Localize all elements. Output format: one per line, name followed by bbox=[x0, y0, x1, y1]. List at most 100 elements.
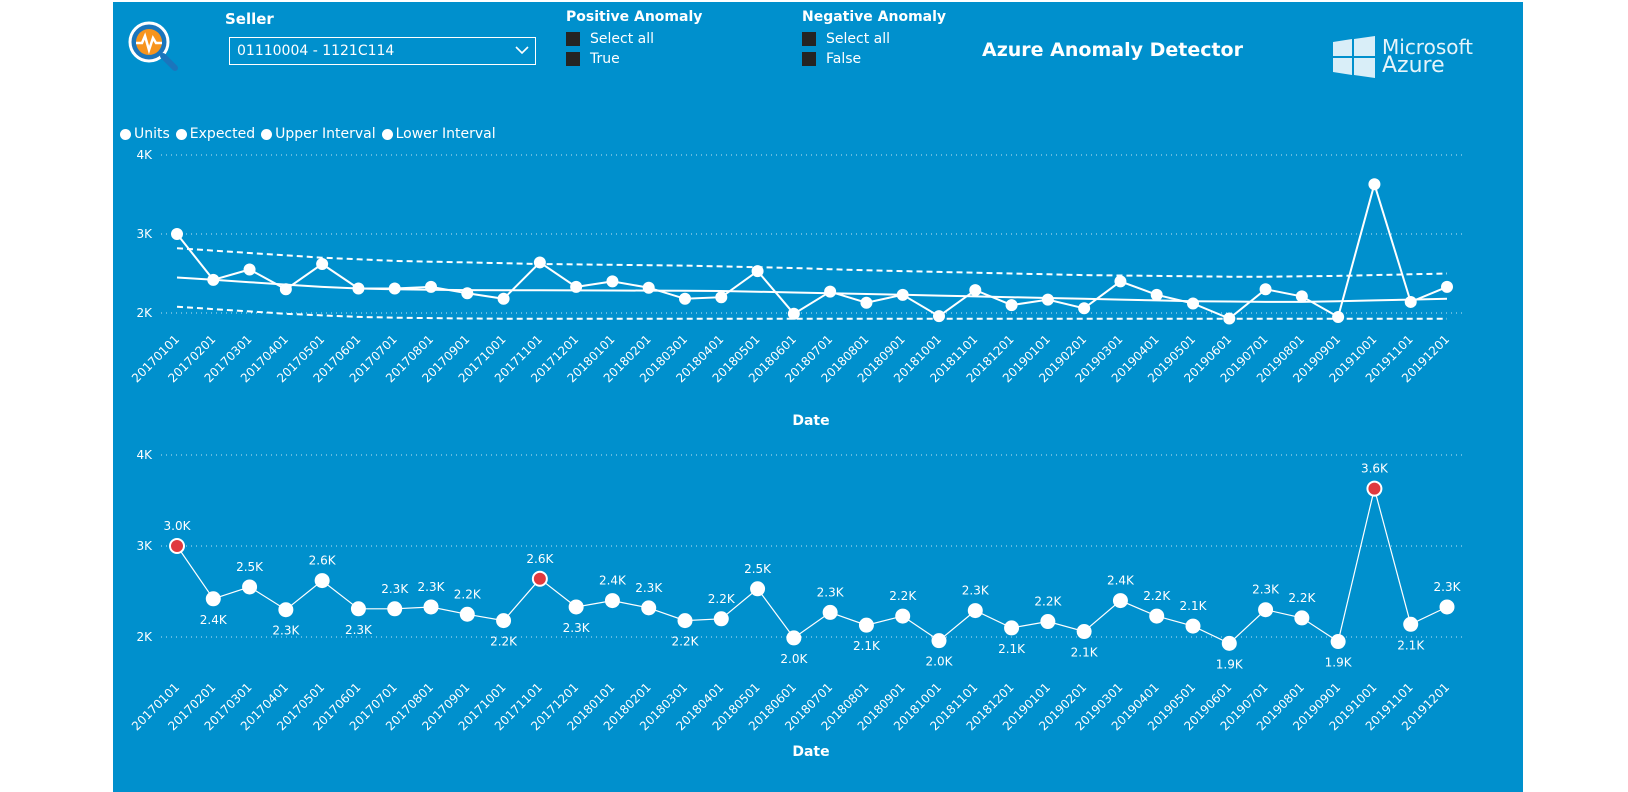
data-point bbox=[1040, 614, 1056, 630]
data-point bbox=[1041, 293, 1054, 306]
data-point bbox=[425, 280, 437, 293]
positive-select-all-option[interactable]: Select all bbox=[566, 31, 654, 47]
units-anomaly-line-chart: 2K3K4K2017010120170201201703012017040120… bbox=[129, 450, 1463, 760]
seller-label: Seller bbox=[225, 10, 274, 28]
data-label: 2.3K bbox=[563, 621, 591, 635]
data-label: 2.3K bbox=[635, 581, 663, 595]
data-label: 2.2K bbox=[1288, 591, 1316, 605]
data-point bbox=[751, 265, 764, 278]
checkbox-icon[interactable] bbox=[802, 32, 816, 46]
data-label: 1.9K bbox=[1216, 657, 1244, 671]
forecast-line-chart: 2K3K4K2017010120170201201703012017040120… bbox=[129, 150, 1463, 429]
data-label: 2.6K bbox=[309, 554, 337, 568]
data-point bbox=[933, 310, 945, 323]
data-label: 2.3K bbox=[345, 623, 373, 637]
y-tick-label: 4K bbox=[136, 450, 153, 462]
legend-item[interactable]: Expected bbox=[175, 126, 255, 142]
data-label: 3.0K bbox=[164, 519, 192, 533]
data-point bbox=[169, 538, 185, 554]
data-point bbox=[858, 617, 874, 633]
seller-dropdown[interactable]: 01110004 - 1121C114 bbox=[229, 37, 536, 65]
data-label: 2.3K bbox=[1434, 580, 1462, 594]
data-label: 2.3K bbox=[272, 624, 300, 638]
positive-true-option[interactable]: True bbox=[566, 51, 620, 67]
brand-line2: Azure bbox=[1382, 53, 1445, 78]
positive-anomaly-title: Positive Anomaly bbox=[566, 9, 703, 25]
y-tick-label: 2K bbox=[136, 306, 153, 320]
data-point bbox=[1221, 635, 1237, 651]
series-line-upper-interval bbox=[176, 247, 1448, 278]
legend-item[interactable]: Lower Interval bbox=[381, 126, 496, 142]
data-point bbox=[171, 228, 183, 240]
data-label: 2.1K bbox=[1397, 638, 1425, 652]
data-point bbox=[750, 581, 766, 597]
data-point bbox=[715, 291, 728, 304]
data-label: 2.5K bbox=[744, 562, 772, 576]
data-point bbox=[1114, 275, 1127, 288]
data-point bbox=[677, 613, 693, 629]
data-point bbox=[387, 601, 403, 617]
negative-false-option[interactable]: False bbox=[802, 51, 861, 67]
data-point bbox=[496, 613, 512, 629]
y-tick-label: 3K bbox=[136, 227, 153, 241]
y-tick-label: 4K bbox=[136, 150, 153, 162]
data-label: 2.0K bbox=[780, 652, 808, 666]
data-point bbox=[679, 292, 691, 305]
data-point bbox=[1330, 634, 1346, 650]
y-tick-label: 2K bbox=[136, 630, 153, 644]
data-point bbox=[1187, 297, 1199, 310]
data-label: 2.2K bbox=[672, 635, 700, 649]
data-point bbox=[967, 603, 983, 619]
page-title: Azure Anomaly Detector bbox=[982, 39, 1243, 61]
chevron-down-icon bbox=[515, 46, 529, 55]
data-label: 2.2K bbox=[889, 589, 917, 603]
data-point bbox=[1078, 302, 1091, 315]
data-point bbox=[606, 275, 619, 288]
data-label: 2.3K bbox=[418, 580, 446, 594]
data-point bbox=[243, 263, 256, 276]
data-point bbox=[822, 604, 838, 620]
negative-select-all-option[interactable]: Select all bbox=[802, 31, 890, 47]
checkbox-icon[interactable] bbox=[802, 52, 816, 66]
data-point bbox=[242, 579, 258, 595]
data-point bbox=[531, 570, 548, 587]
legend-dot-icon bbox=[261, 128, 273, 140]
data-point bbox=[895, 608, 911, 624]
data-point bbox=[1439, 599, 1455, 615]
y-tick-label: 3K bbox=[136, 539, 153, 553]
legend-item[interactable]: Units bbox=[120, 126, 170, 142]
data-label: 2.6K bbox=[526, 552, 554, 566]
data-label: 2.4K bbox=[200, 613, 228, 627]
series-line-units bbox=[176, 180, 1448, 320]
report-canvas: Seller 01110004 - 1121C114 Positive Anom… bbox=[113, 2, 1523, 792]
data-point bbox=[1441, 280, 1453, 293]
data-point bbox=[1004, 620, 1020, 636]
data-point bbox=[1404, 295, 1417, 308]
checkbox-icon[interactable] bbox=[566, 32, 580, 46]
data-point bbox=[1112, 593, 1128, 609]
data-point bbox=[1294, 610, 1310, 626]
chart-legend: Units Expected Upper Interval Lower Inte… bbox=[120, 126, 498, 142]
data-point bbox=[423, 599, 439, 615]
data-label: 2.2K bbox=[1143, 589, 1171, 603]
data-point bbox=[314, 573, 330, 589]
data-label: 2.4K bbox=[599, 574, 627, 588]
series-line-expected bbox=[176, 276, 1448, 303]
seller-value: 01110004 - 1121C114 bbox=[237, 43, 395, 59]
data-point bbox=[350, 601, 366, 617]
brand-line1: Microsoft bbox=[1382, 35, 1474, 59]
windows-logo-icon bbox=[1333, 36, 1375, 78]
data-point bbox=[1005, 299, 1018, 312]
data-point bbox=[969, 284, 982, 297]
legend-item[interactable]: Upper Interval bbox=[261, 126, 376, 142]
data-label: 2.2K bbox=[454, 587, 482, 601]
data-point bbox=[787, 307, 800, 320]
data-point bbox=[568, 599, 584, 615]
data-point bbox=[533, 256, 546, 269]
data-point bbox=[497, 292, 510, 305]
data-point bbox=[1259, 283, 1272, 296]
data-label: 2.3K bbox=[962, 584, 990, 598]
checkbox-icon[interactable] bbox=[566, 52, 580, 66]
data-label: 2.5K bbox=[236, 560, 264, 574]
data-point bbox=[1295, 290, 1308, 303]
